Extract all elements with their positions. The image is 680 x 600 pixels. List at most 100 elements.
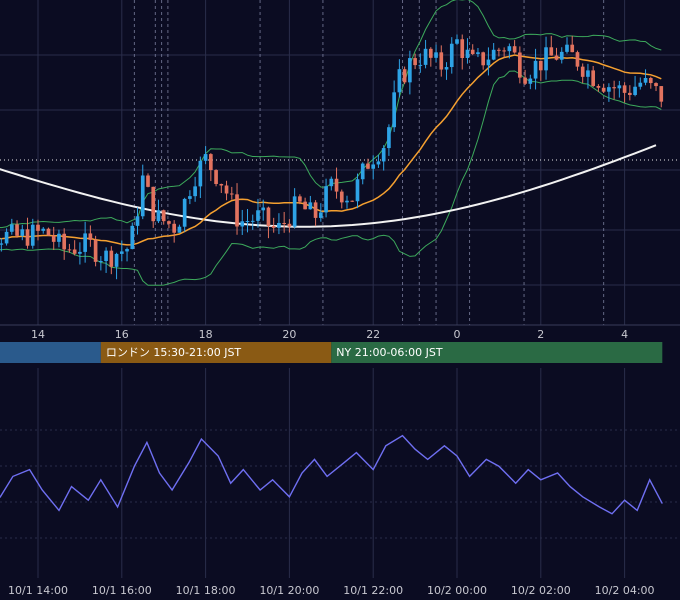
candle-up: [198, 160, 203, 187]
candle-down: [601, 87, 606, 92]
candle-down: [36, 224, 40, 231]
moving-average-long-line: [0, 144, 657, 228]
x-tick-label: 18: [199, 328, 213, 341]
candle-down: [580, 66, 585, 77]
candle-down: [209, 154, 213, 171]
session-band: [331, 342, 663, 363]
candle-up: [83, 233, 87, 252]
candle-down: [172, 223, 177, 233]
session-label: NY 21:00-06:00 JST: [336, 346, 443, 359]
candle-up: [476, 52, 480, 54]
x-tick-label: 14: [31, 328, 45, 341]
candle-down: [339, 191, 344, 203]
candle-down: [72, 249, 77, 254]
candle-down: [350, 200, 355, 202]
candle-down: [15, 224, 19, 236]
candle-up: [371, 164, 376, 169]
oscillator-line: [0, 434, 663, 515]
candle-down: [298, 196, 302, 202]
candle-down: [497, 49, 501, 51]
candle-up: [355, 179, 360, 202]
x-tick-label: 16: [115, 328, 129, 341]
candle-down: [109, 250, 114, 267]
candle-down: [612, 87, 616, 89]
candle-up: [99, 260, 103, 262]
candle-up: [423, 48, 428, 65]
candle-down: [428, 48, 433, 58]
candle-up: [177, 226, 182, 233]
candle-up: [444, 67, 449, 70]
x-tick-label: 10/1 16:00: [92, 584, 152, 597]
x-tick-label: 10/2 00:00: [427, 584, 487, 597]
candle-up: [256, 210, 260, 221]
candle-down: [62, 233, 67, 250]
candle-up: [308, 202, 313, 210]
candle-down: [648, 77, 653, 84]
candle-down: [214, 170, 218, 184]
candle-down: [470, 49, 475, 54]
candle-down: [25, 229, 30, 246]
candle-down: [402, 69, 407, 83]
candle-up: [397, 69, 402, 93]
candle-down: [235, 194, 239, 227]
candle-up: [135, 216, 140, 226]
candle-up: [188, 196, 192, 199]
session-label: ロンドン 15:30-21:00 JST: [106, 346, 242, 359]
x-tick-label: 10/1 20:00: [259, 584, 319, 597]
candle-up: [465, 49, 470, 58]
candle-up: [633, 86, 637, 95]
candle-down: [591, 70, 596, 87]
candle-down: [502, 50, 506, 52]
candle-up: [392, 92, 396, 128]
candle-down: [570, 44, 575, 53]
candle-up: [638, 82, 643, 87]
x-tick-label: 10/1 22:00: [343, 584, 403, 597]
candle-up: [140, 175, 145, 217]
candle-down: [93, 239, 98, 262]
candle-down: [518, 52, 522, 78]
candle-up: [607, 87, 611, 92]
candle-down: [549, 47, 554, 56]
candle-down: [460, 39, 465, 58]
candle-down: [266, 207, 271, 226]
x-tick-label: 22: [366, 328, 380, 341]
candle-up: [507, 46, 512, 52]
candle-up: [203, 154, 208, 161]
candle-down: [523, 77, 527, 84]
candle-up: [360, 163, 365, 180]
candle-up: [30, 224, 35, 246]
candle-down: [481, 52, 486, 66]
candle-up: [381, 148, 386, 162]
candle-down: [622, 85, 627, 93]
candle-down: [628, 92, 632, 95]
candle-down: [51, 235, 56, 242]
candle-down: [271, 225, 276, 228]
candle-up: [250, 220, 255, 222]
candle-up: [0, 243, 4, 245]
candle-up: [376, 161, 381, 165]
candle-up: [292, 196, 297, 227]
candle-down: [303, 201, 307, 210]
candle-up: [455, 39, 459, 44]
candle-down: [313, 202, 318, 218]
candle-down: [512, 46, 517, 53]
candle-down: [659, 86, 664, 102]
candle-up: [240, 221, 245, 227]
candle-up: [193, 186, 197, 197]
candle-up: [156, 210, 161, 222]
candle-down: [575, 52, 580, 67]
candle-up: [78, 251, 82, 254]
candle-down: [554, 55, 559, 60]
candle-up: [4, 231, 9, 244]
candle-up: [125, 249, 129, 252]
x-tick-label: 10/2 02:00: [511, 584, 571, 597]
candle-up: [387, 127, 391, 149]
candle-down: [88, 233, 93, 240]
candle-down: [654, 83, 658, 87]
session-band: [0, 342, 101, 363]
candle-down: [282, 222, 286, 224]
candle-up: [119, 251, 124, 254]
candle-down: [439, 52, 444, 70]
candle-down: [334, 178, 339, 192]
